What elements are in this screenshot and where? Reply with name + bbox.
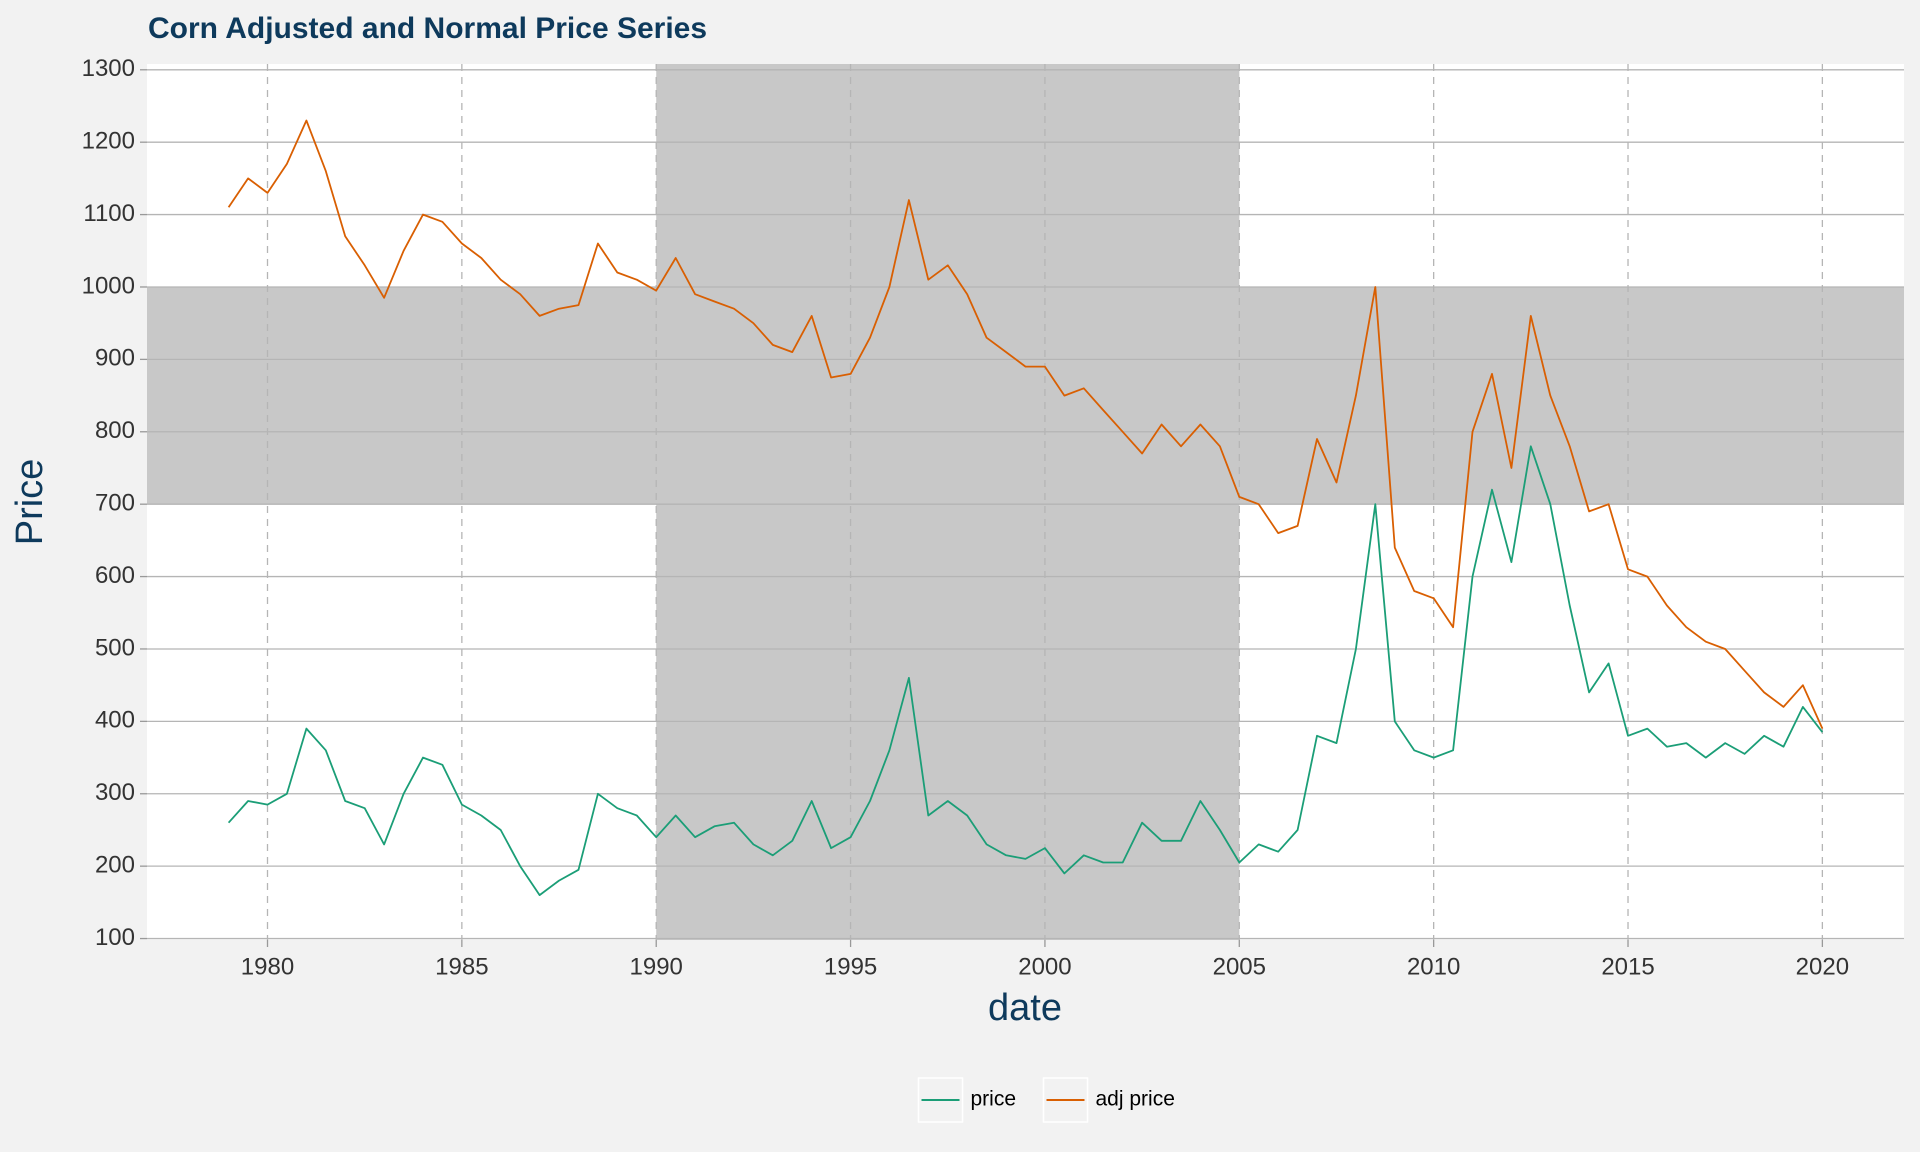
y-tick-label: 300 xyxy=(95,779,135,806)
y-tick-label: 400 xyxy=(95,707,135,734)
legend-label: adj price xyxy=(1096,1088,1175,1111)
y-tick-label: 600 xyxy=(95,562,135,589)
x-tick-label: 2000 xyxy=(1018,953,1071,980)
y-tick-label: 800 xyxy=(95,417,135,444)
y-tick-label: 500 xyxy=(95,634,135,661)
y-axis-title: Price xyxy=(9,459,51,546)
x-tick-label: 2020 xyxy=(1796,953,1849,980)
x-tick-label: 2015 xyxy=(1601,953,1654,980)
chart-title: Corn Adjusted and Normal Price Series xyxy=(148,12,707,45)
legend: price adj price xyxy=(917,1077,1175,1123)
y-tick-label: 900 xyxy=(95,345,135,372)
x-tick-label: 1990 xyxy=(630,953,683,980)
price-line xyxy=(227,445,1824,896)
x-tick-label: 1985 xyxy=(435,953,488,980)
y-tick-label: 1000 xyxy=(82,272,135,299)
x-tick-label: 1995 xyxy=(824,953,877,980)
legend-label: price xyxy=(971,1088,1017,1111)
price-line xyxy=(227,119,1824,729)
highlight-band xyxy=(147,286,1904,505)
y-tick-label: 700 xyxy=(95,490,135,517)
x-tick-label: 1980 xyxy=(241,953,294,980)
y-tick-label: 1200 xyxy=(82,128,135,155)
y-tick-label: 1300 xyxy=(82,55,135,82)
x-axis-title: date xyxy=(988,987,1062,1029)
y-tick-label: 100 xyxy=(95,924,135,951)
x-tick-label: 2005 xyxy=(1213,953,1266,980)
y-tick-label: 1100 xyxy=(83,200,135,227)
x-tick-label: 2010 xyxy=(1407,953,1460,980)
y-tick-label: 200 xyxy=(95,851,135,878)
